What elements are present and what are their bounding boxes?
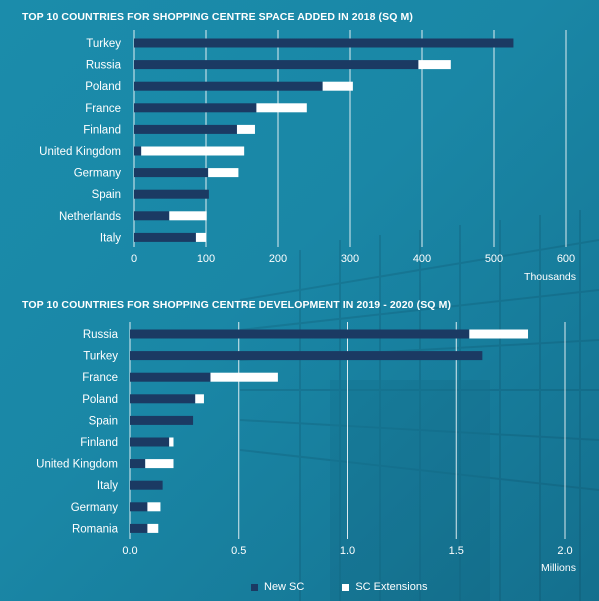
chart1-bar-new-sc [134,232,196,242]
chart2-bar-sc-extensions [169,437,174,447]
chart2-category-label: Russia [83,329,119,341]
chart2-category-label: Poland [82,394,118,406]
chart2-bar-sc-extensions [147,523,159,533]
chart2-bar-new-sc [130,502,148,512]
chart2-bar-sc-extensions [210,372,278,382]
chart2-x-tick-label: 0.0 [122,545,137,557]
chart1-bar-new-sc [134,124,237,134]
chart1-bar-new-sc [134,146,142,156]
legend-item-sc-extensions: SC Extensions [342,581,428,593]
chart2-category-label: Germany [71,502,119,514]
chart1-bar-sc-extensions [169,211,207,221]
chart1-bar-sc-extensions [195,232,206,242]
chart2-bar-new-sc [130,459,146,469]
chart1-category-label: Poland [85,81,121,93]
chart1-x-tick-label: 0 [131,253,137,265]
chart1-x-tick-label: 100 [197,253,215,265]
legend-swatch-new-sc [251,583,258,591]
chart1-category-label: France [85,103,121,115]
chart2-category-label: Romania [72,523,119,535]
legend: New SC SC Extensions [251,581,428,593]
chart2-bar-new-sc [130,329,470,339]
chart1-title: TOP 10 COUNTRIES FOR SHOPPING CENTRE SPA… [22,11,413,23]
chart2-x-tick-label: 0.5 [231,545,246,557]
chart2-bar-new-sc [130,480,163,490]
legend-item-new-sc: New SC [251,581,304,593]
chart1-bar-sc-extensions [256,103,307,113]
chart2-bar-sc-extensions [195,394,204,404]
chart2-bar-new-sc [130,415,194,425]
chart1-bar-new-sc [134,211,170,221]
legend-swatch-sc-extensions [342,583,350,591]
chart1-unit-label: Thousands [524,271,576,283]
chart2-title: TOP 10 COUNTRIES FOR SHOPPING CENTRE DEV… [22,299,452,311]
chart2-bar-sc-extensions [145,459,174,469]
chart1-bar-sc-extensions [208,168,239,178]
chart1-category-label: Italy [100,232,121,244]
chart1-x-tick-label: 300 [341,253,359,265]
chart2-category-label: Turkey [83,351,118,363]
chart1-bar-sc-extensions [418,60,451,70]
legend-label-new-sc: New SC [264,581,305,593]
chart1-category-label: Germany [74,168,122,180]
chart2-category-label: Spain [89,415,118,427]
chart2-unit-label: Millions [541,562,576,574]
chart1-category-label: United Kingdom [39,146,121,158]
chart2-bar-new-sc [130,394,196,404]
chart1-x-tick-label: 400 [413,253,431,265]
chart2-category-label: Italy [97,480,118,492]
chart1-bar-new-sc [134,103,257,113]
chart1-bar-new-sc [134,38,514,48]
chart1-bar-new-sc [134,189,209,199]
chart1-bar-new-sc [134,168,209,178]
chart1-bar-new-sc [134,60,419,70]
chart2-bar-new-sc [130,351,483,361]
chart1-bar-sc-extensions [141,146,245,156]
chart2-bar-sc-extensions [469,329,529,339]
chart2-bar-new-sc [130,437,170,447]
legend-label-sc-extensions: SC Extensions [355,581,428,593]
chart2-bar-sc-extensions [147,502,161,512]
chart2-category-label: United Kingdom [36,459,118,471]
chart2-category-label: France [82,372,118,384]
chart2-category-label: Finland [80,437,118,449]
chart2-x-tick-label: 2.0 [557,545,572,557]
chart1-category-label: Turkey [86,38,121,50]
chart1-category-label: Russia [86,60,122,72]
chart1-x-tick-label: 600 [557,253,575,265]
chart2-bar-new-sc [130,523,148,533]
chart1-x-tick-label: 500 [485,253,503,265]
chart1-category-label: Netherlands [59,211,121,223]
chart1-x-tick-label: 200 [269,253,287,265]
chart1-bar-sc-extensions [322,81,353,91]
chart1-bar-new-sc [134,81,323,91]
chart1-bar-sc-extensions [236,124,255,134]
chart1-category-label: Spain [92,189,121,201]
chart2-bar-new-sc [130,372,211,382]
chart2-x-tick-label: 1.5 [449,545,464,557]
chart1-category-label: Finland [83,124,121,136]
chart2-x-tick-label: 1.0 [340,545,355,557]
